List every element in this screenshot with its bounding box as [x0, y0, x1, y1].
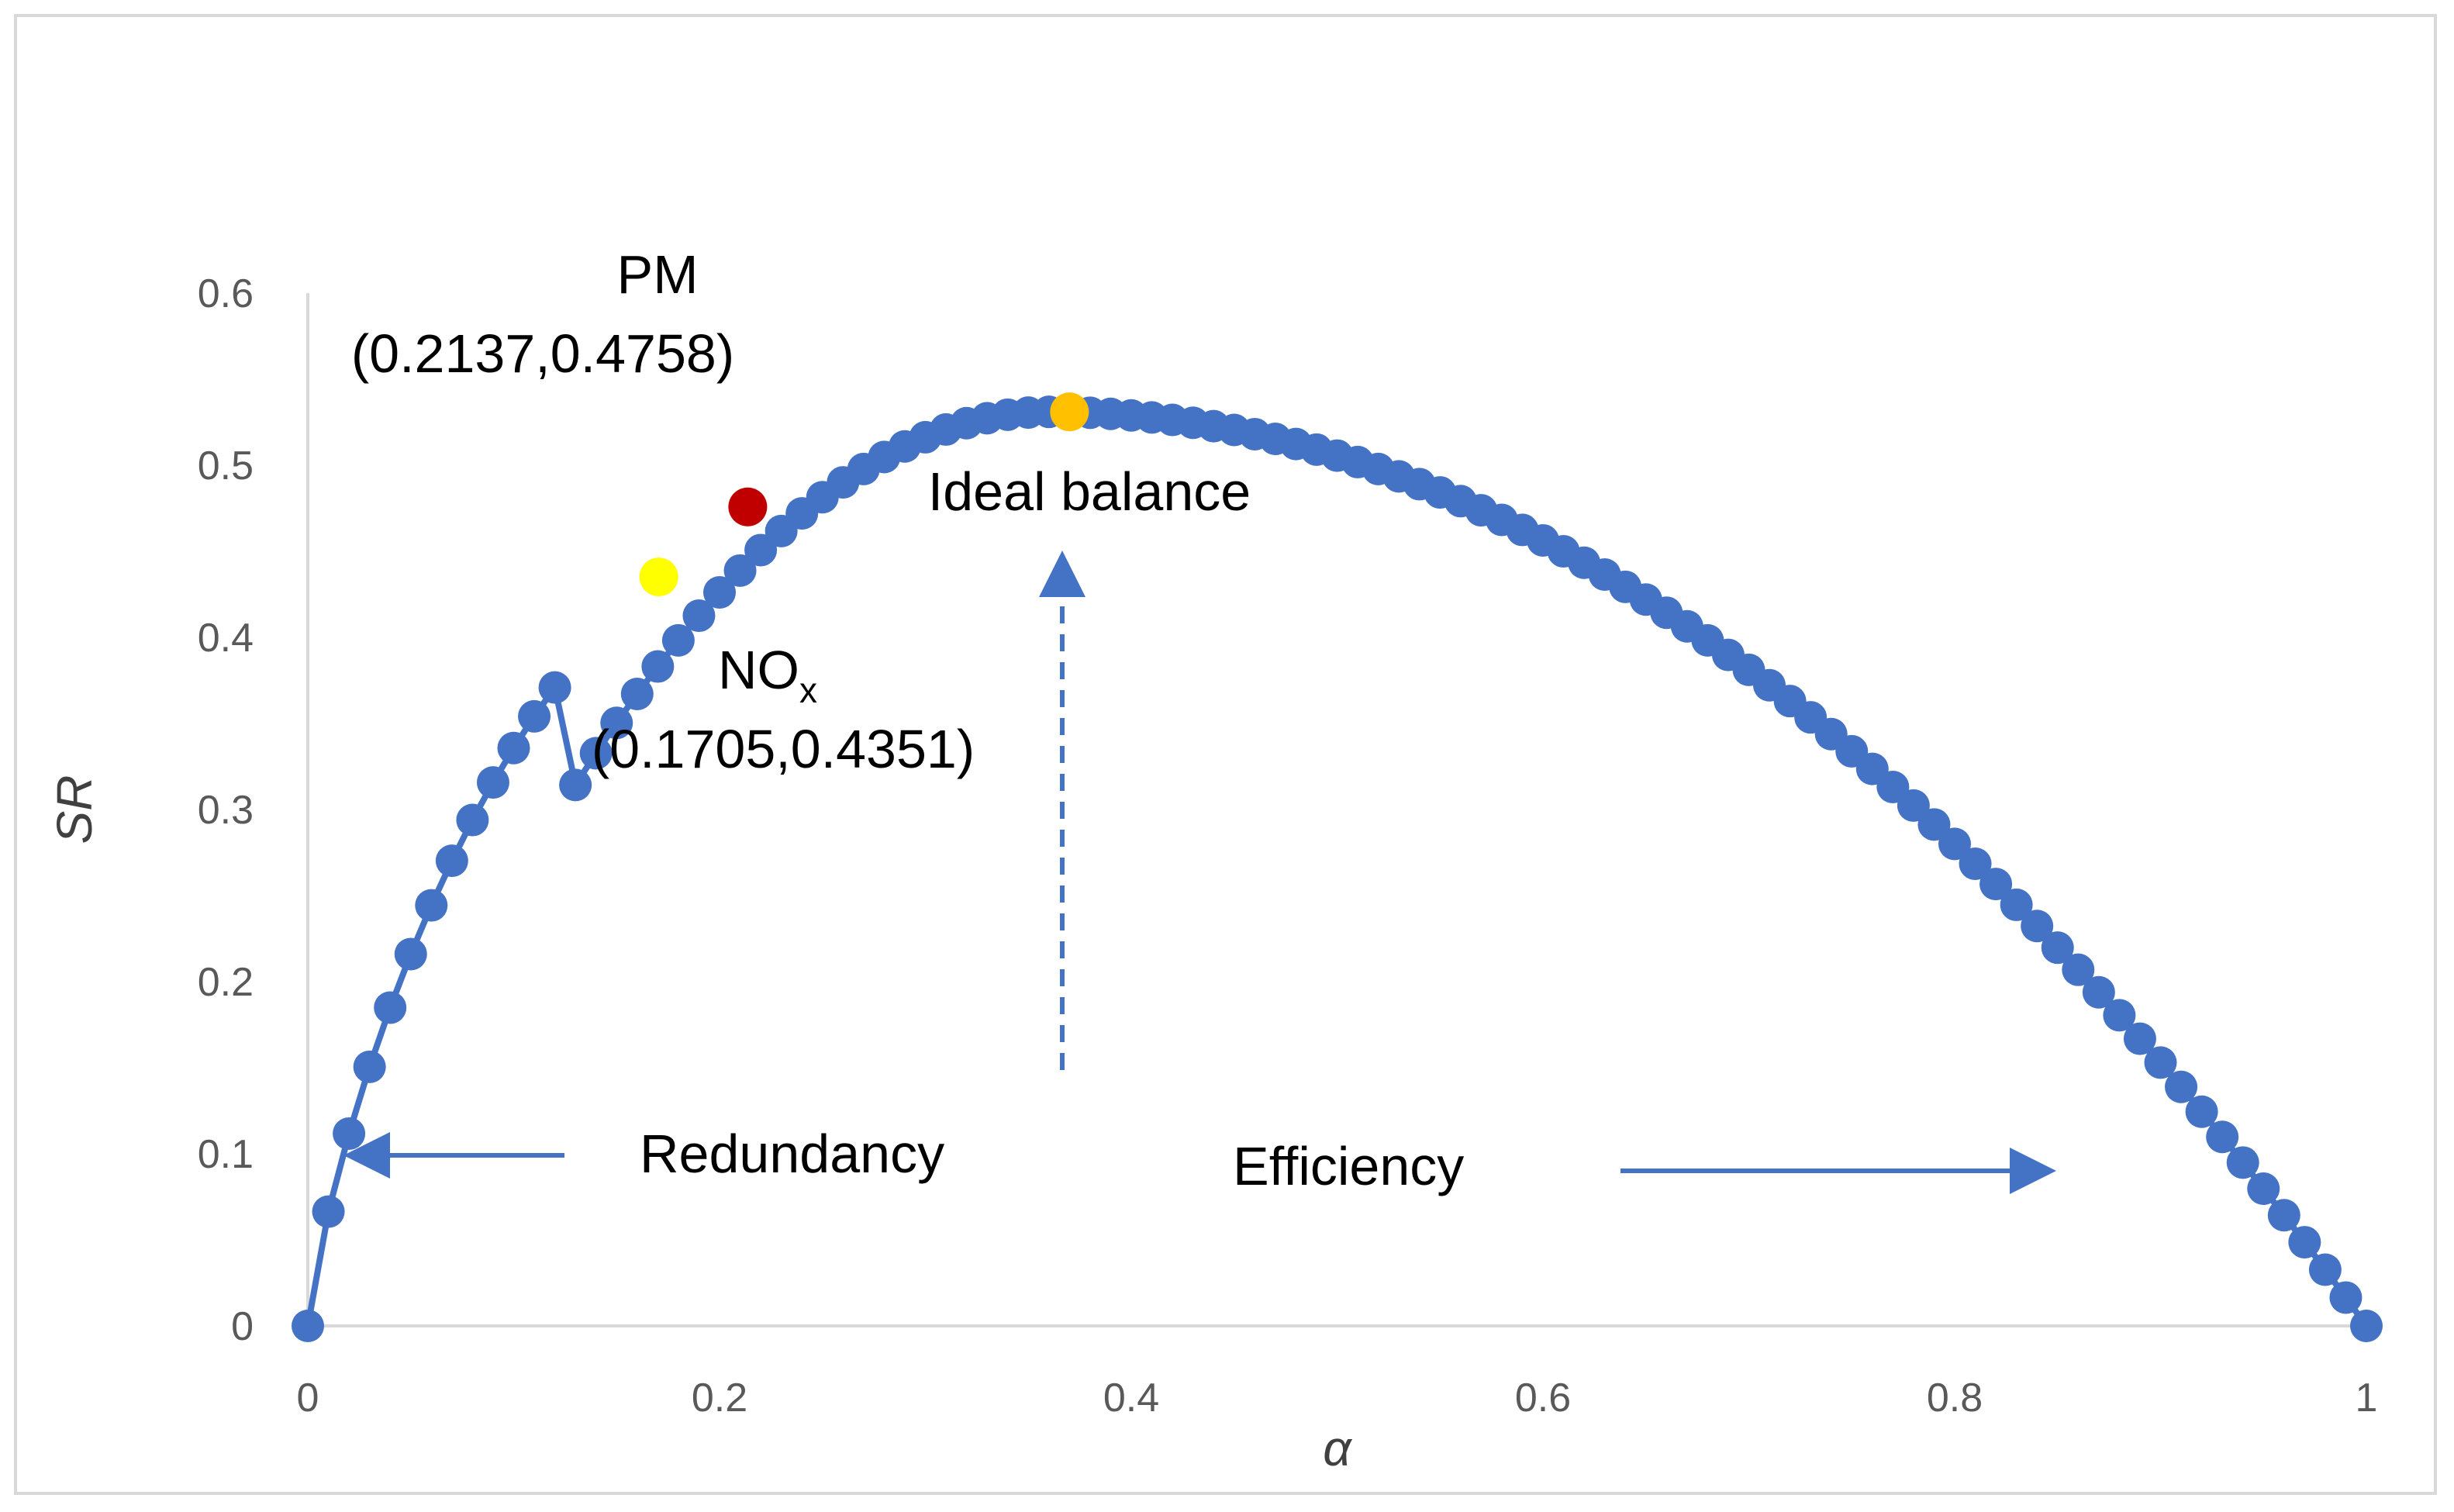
series-point: [2288, 1226, 2321, 1259]
series-point: [2000, 888, 2033, 921]
series-point: [2123, 1022, 2156, 1055]
y-tick-label: 0.4: [198, 616, 254, 661]
series-point: [476, 766, 509, 799]
series-point: [2021, 910, 2054, 943]
ideal-balance-label: Ideal balance: [928, 461, 1251, 522]
y-tick-label: 0.2: [198, 960, 254, 1005]
series-point: [2165, 1070, 2198, 1103]
series-point: [415, 889, 448, 922]
highlight-point-pm: [728, 487, 768, 526]
series-point: [2206, 1120, 2239, 1154]
x-axis-title: α: [1323, 1421, 1352, 1476]
series-point: [2144, 1046, 2177, 1079]
y-tick-label: 0.3: [198, 788, 254, 833]
nox-label-sub: x: [799, 670, 817, 710]
series-point: [2082, 975, 2115, 1009]
series-point: [703, 576, 736, 609]
series-point: [1917, 808, 1951, 841]
series-point: [456, 803, 489, 837]
series-point: [497, 731, 530, 765]
series-point: [312, 1195, 345, 1228]
series-point: [2062, 953, 2095, 986]
series-point: [1979, 868, 2013, 901]
pm-label: PM: [617, 244, 699, 305]
x-tick-label: 0.4: [1103, 1376, 1159, 1421]
x-tick-label: 1: [2356, 1376, 2378, 1421]
series-point: [2185, 1095, 2218, 1128]
redundancy-label: Redundancy: [640, 1124, 944, 1184]
series-point: [435, 844, 468, 878]
series-point: [353, 1050, 386, 1083]
highlight-point-nox: [639, 558, 678, 597]
series-point: [333, 1117, 366, 1151]
series-point: [1938, 827, 1971, 861]
series-point: [2267, 1199, 2300, 1232]
series-point: [2247, 1172, 2280, 1206]
pm-coords: (0.2137,0.4758): [351, 323, 734, 384]
series-point: [682, 599, 716, 633]
y-tick-label: 0.6: [198, 271, 254, 316]
series-point: [2226, 1146, 2259, 1179]
series-point: [2329, 1281, 2363, 1314]
y-tick-label: 0: [231, 1304, 254, 1349]
series-point: [2103, 999, 2136, 1032]
series-point: [641, 650, 675, 683]
series-point: [600, 706, 633, 740]
series-point: [723, 554, 757, 587]
series-point: [374, 991, 407, 1024]
x-tick-label: 0.6: [1515, 1376, 1571, 1421]
nox-label: NOx: [718, 640, 817, 710]
series-point: [2308, 1253, 2342, 1286]
series-point: [2041, 931, 2074, 965]
series-point: [620, 678, 654, 711]
series-point: [2350, 1310, 2383, 1342]
efficiency-label: Efficiency: [1233, 1136, 1464, 1196]
series-point: [559, 768, 592, 802]
series-point: [394, 937, 427, 971]
chart-frame: [14, 14, 2437, 1495]
series-point: [538, 671, 571, 704]
series-point: [292, 1310, 324, 1342]
series-point: [1959, 847, 1992, 880]
nox-coords: (0.1705,0.4351): [592, 719, 975, 779]
y-tick-label: 0.1: [198, 1132, 254, 1177]
series-point: [1897, 789, 1930, 822]
nox-label-main: NO: [718, 640, 799, 700]
series-point: [579, 737, 613, 770]
series-point: [744, 533, 778, 567]
highlight-point-ideal-balance: [1050, 392, 1089, 432]
x-tick-label: 0.2: [692, 1376, 747, 1421]
x-tick-label: 0.8: [1927, 1376, 1983, 1421]
series-point: [518, 699, 551, 733]
y-tick-label: 0.5: [198, 444, 254, 488]
series-point: [661, 623, 695, 657]
x-tick-label: 0: [297, 1376, 319, 1421]
y-axis-title: SR: [47, 775, 102, 844]
